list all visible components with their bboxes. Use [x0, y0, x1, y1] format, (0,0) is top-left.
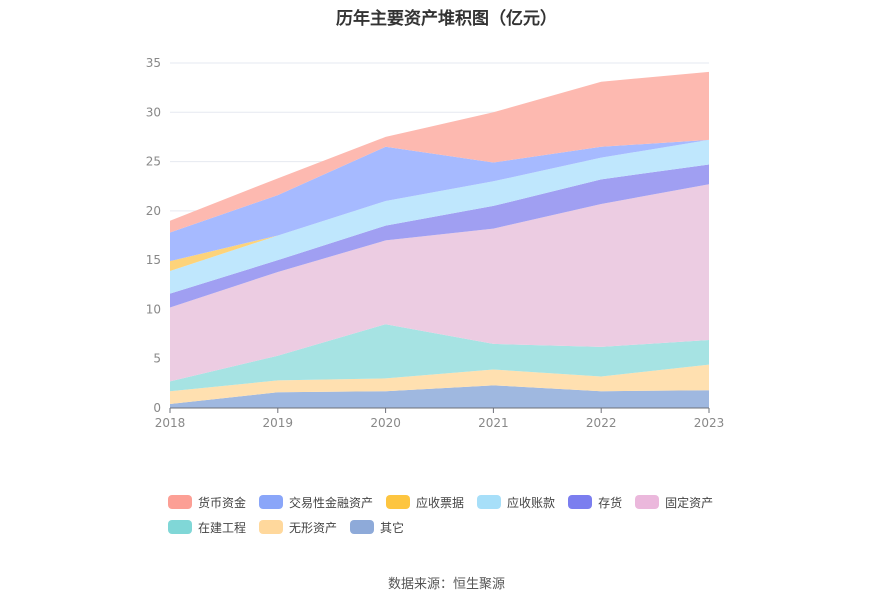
y-tick-label: 25	[146, 155, 161, 169]
y-tick-label: 30	[146, 105, 161, 119]
x-tick-label: 2021	[478, 416, 509, 430]
y-tick-label: 15	[146, 253, 161, 267]
legend-label: 交易性金融资产	[289, 495, 374, 510]
data-source: 数据来源：恒生聚源	[387, 577, 505, 592]
x-tick-label: 2019	[263, 416, 294, 430]
legend-item[interactable]: 应收账款	[477, 494, 555, 510]
legend-swatch	[568, 495, 593, 509]
y-tick-label: 0	[153, 401, 161, 415]
area-series	[170, 164, 709, 308]
legend-swatch	[350, 520, 375, 534]
legend-swatch	[259, 495, 284, 509]
area-series	[170, 139, 709, 294]
area-series	[170, 364, 709, 405]
legend-swatch	[635, 495, 660, 509]
y-tick-label: 20	[146, 204, 161, 218]
legend-item[interactable]: 无形资产	[259, 519, 337, 535]
legend-swatch	[477, 495, 502, 509]
legend-label: 其它	[380, 520, 405, 535]
area-series	[170, 324, 709, 392]
legend-label: 在建工程	[198, 520, 247, 535]
legend-item[interactable]: 货币资金	[168, 494, 246, 510]
y-tick-label: 35	[146, 56, 161, 70]
legend-item[interactable]: 应收票据	[386, 494, 464, 510]
legend-item[interactable]: 固定资产	[635, 494, 713, 510]
legend-label: 固定资产	[665, 495, 714, 510]
stacked-area-chart: 0 5 10 15 20 25 30 35 2018 2019 2020 2021 2022 2023	[146, 56, 725, 430]
area-series	[170, 385, 709, 408]
legend-swatch	[386, 495, 411, 509]
area-series	[170, 71, 709, 233]
legend-item[interactable]: 存货	[568, 494, 622, 510]
y-tick-label: 10	[146, 302, 161, 316]
legend-item[interactable]: 交易性金融资产	[259, 494, 373, 510]
x-tick-label: 2018	[155, 416, 186, 430]
legend-label: 货币资金	[198, 495, 247, 510]
legend-label: 应收票据	[416, 495, 465, 510]
legend-label: 应收账款	[507, 495, 556, 510]
legend-item[interactable]: 其它	[350, 519, 404, 535]
y-tick-label: 5	[153, 352, 161, 366]
x-tick-label: 2022	[586, 416, 617, 430]
x-tick-label: 2020	[370, 416, 401, 430]
legend-label: 无形资产	[289, 520, 338, 535]
area-series	[170, 184, 709, 382]
legend-label: 存货	[598, 495, 623, 510]
legend: 货币资金 交易性金融资产 应收票据 应收账款 存货 固定资产在建工程 无形资产 其它	[168, 494, 768, 535]
legend-item[interactable]: 在建工程	[168, 519, 246, 535]
legend-swatch	[259, 520, 284, 534]
legend-swatch	[168, 495, 192, 509]
chart-title: 历年主要资产堆积图（亿元）	[336, 9, 557, 29]
area-series	[170, 139, 709, 262]
x-tick-label: 2023	[694, 416, 725, 430]
legend-swatch	[168, 520, 192, 534]
